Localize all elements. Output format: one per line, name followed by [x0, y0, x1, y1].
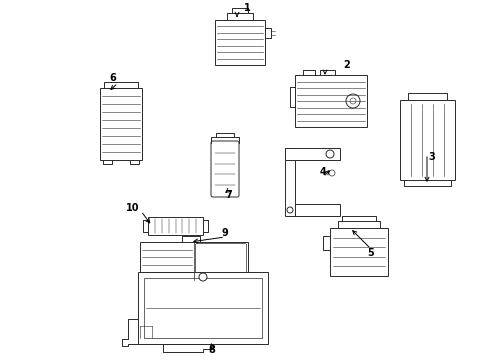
Bar — [144, 278, 262, 338]
Bar — [100, 88, 142, 160]
Text: 3: 3 — [429, 152, 436, 162]
Text: 5: 5 — [368, 248, 374, 258]
Bar — [400, 100, 455, 180]
Circle shape — [346, 94, 360, 108]
Text: 8: 8 — [209, 345, 216, 355]
Circle shape — [287, 207, 293, 213]
Text: 10: 10 — [126, 203, 140, 213]
FancyBboxPatch shape — [211, 141, 239, 197]
Circle shape — [326, 150, 334, 158]
Bar — [330, 228, 388, 276]
Bar — [285, 148, 340, 160]
Circle shape — [350, 98, 356, 104]
Text: 2: 2 — [343, 60, 350, 70]
Circle shape — [329, 170, 335, 176]
Bar — [285, 148, 295, 216]
Bar — [215, 20, 265, 65]
Bar — [295, 75, 367, 127]
Text: 6: 6 — [110, 73, 117, 83]
Bar — [295, 204, 340, 216]
Text: 9: 9 — [221, 228, 228, 238]
Circle shape — [199, 273, 207, 281]
Text: 4: 4 — [319, 167, 326, 177]
Bar — [148, 217, 203, 235]
Bar — [138, 272, 268, 344]
FancyBboxPatch shape — [196, 243, 246, 279]
Text: 7: 7 — [225, 190, 232, 200]
Bar — [140, 242, 248, 280]
Text: 1: 1 — [244, 3, 250, 13]
